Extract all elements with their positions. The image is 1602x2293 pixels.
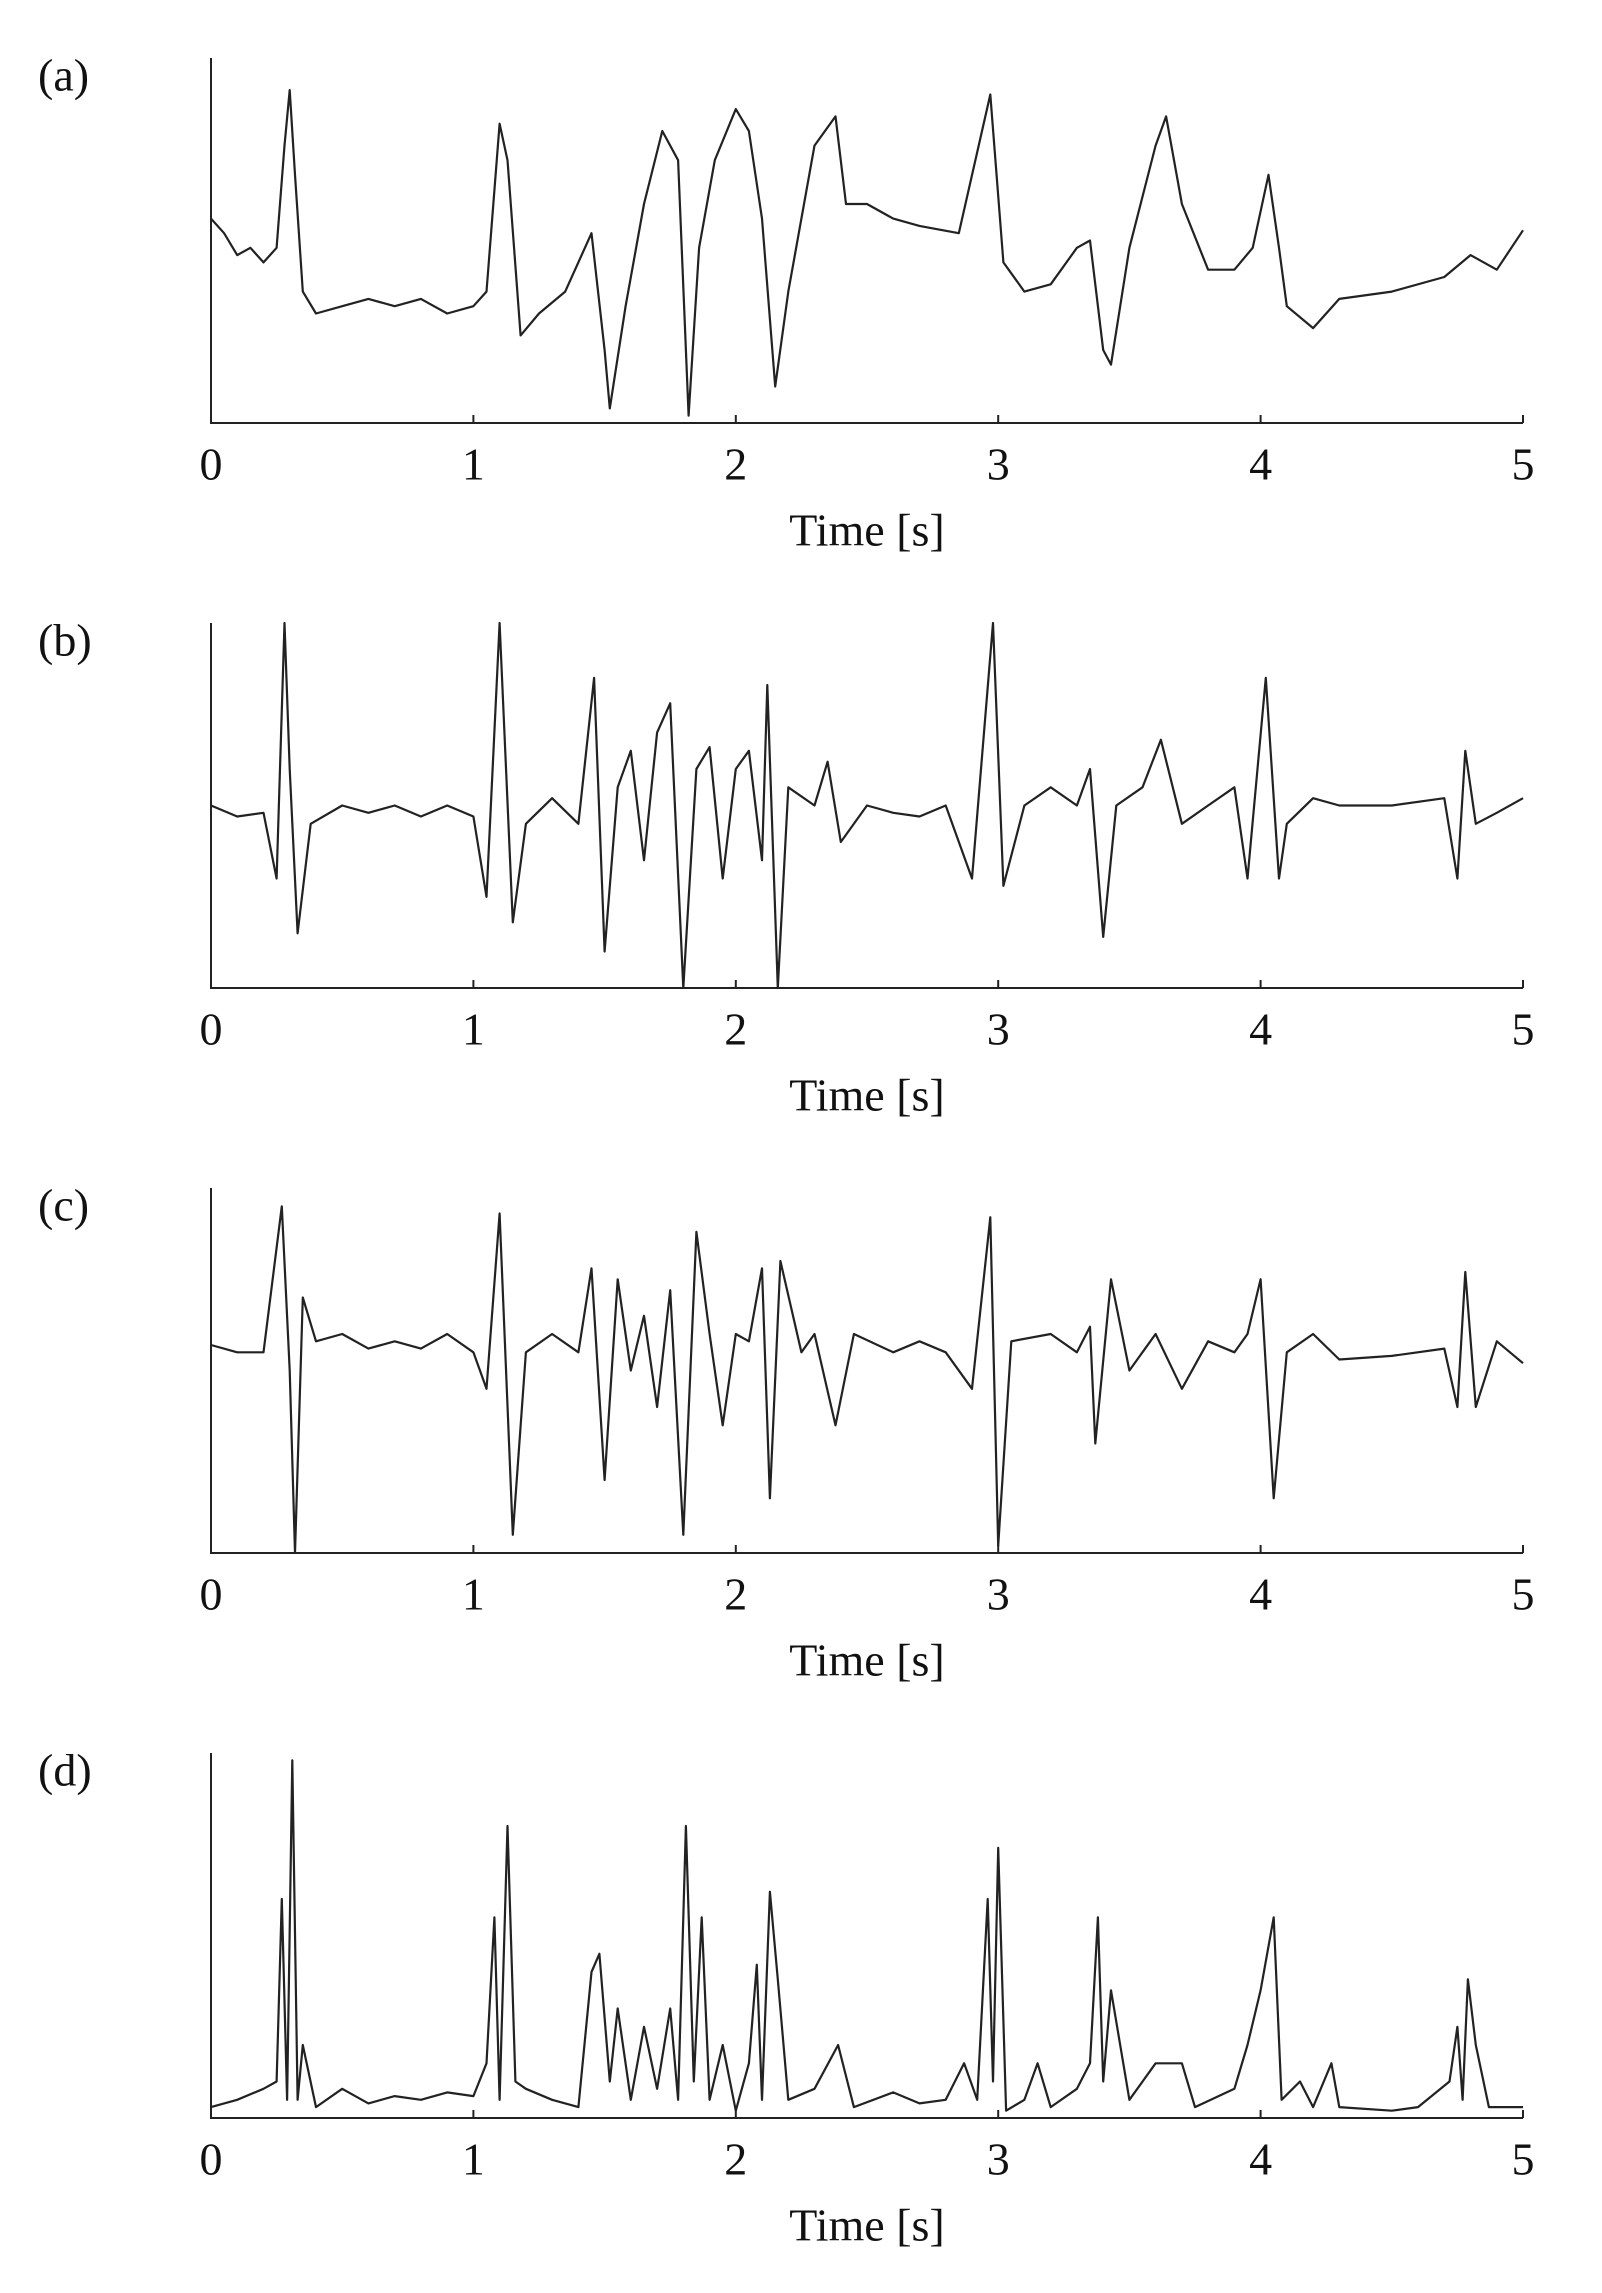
- panel-label: (c): [38, 1180, 89, 1231]
- x-tick-label: 2: [724, 1569, 747, 1620]
- x-tick-label: 4: [1249, 1569, 1272, 1620]
- panel-label: (d): [38, 1745, 92, 1796]
- axis-frame: [210, 58, 1523, 424]
- x-axis-label: Time [s]: [789, 1635, 945, 1686]
- x-tick-label: 1: [462, 1569, 485, 1620]
- x-tick-label: 2: [724, 2134, 747, 2185]
- x-tick-label: 5: [1512, 439, 1535, 490]
- signal-line: [210, 1205, 1524, 1555]
- signal-line: [210, 89, 1524, 417]
- x-tick-label: 1: [462, 439, 485, 490]
- x-tick-label: 5: [1512, 2134, 1535, 2185]
- x-tick-label: 3: [987, 1569, 1010, 1620]
- x-tick-label: 3: [987, 2134, 1010, 2185]
- axis-frame: [210, 1188, 1523, 1554]
- x-tick-label: 3: [987, 1004, 1010, 1055]
- x-tick-label: 0: [200, 1569, 223, 1620]
- signal-line: [210, 621, 1524, 990]
- x-axis-label: Time [s]: [789, 2200, 945, 2251]
- x-tick-label: 2: [724, 1004, 747, 1055]
- x-tick-label: 1: [462, 1004, 485, 1055]
- x-tick-label: 0: [200, 1004, 223, 1055]
- x-tick-label: 0: [200, 2134, 223, 2185]
- x-tick-label: 0: [200, 439, 223, 490]
- panel-label: (b): [38, 615, 92, 666]
- x-tick-label: 2: [724, 439, 747, 490]
- x-tick-label: 3: [987, 439, 1010, 490]
- x-tick-label: 4: [1249, 2134, 1272, 2185]
- x-tick-label: 5: [1512, 1004, 1535, 1055]
- panel-label: (a): [38, 50, 89, 101]
- x-tick-label: 4: [1249, 439, 1272, 490]
- x-axis-label: Time [s]: [789, 1070, 945, 1121]
- x-tick-label: 5: [1512, 1569, 1535, 1620]
- x-tick-label: 1: [462, 2134, 485, 2185]
- signal-line: [210, 1759, 1523, 2112]
- axis-frame: [210, 1753, 1523, 2119]
- x-axis-label: Time [s]: [789, 505, 945, 556]
- x-tick-label: 4: [1249, 1004, 1272, 1055]
